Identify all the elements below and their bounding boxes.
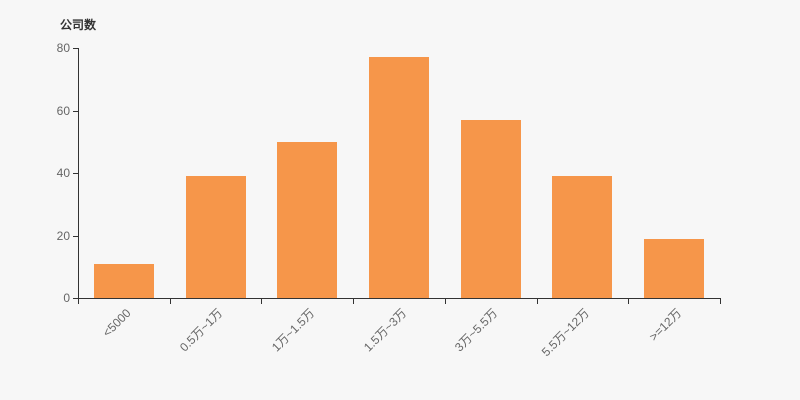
x-axis-tick bbox=[536, 299, 538, 304]
bar bbox=[277, 141, 338, 298]
bar bbox=[460, 119, 521, 298]
x-axis-tick bbox=[444, 299, 446, 304]
x-axis-tick bbox=[261, 299, 263, 304]
y-axis-tick bbox=[73, 235, 78, 237]
bar bbox=[369, 57, 429, 298]
x-tick-label: 3万~5.5万 bbox=[452, 306, 501, 355]
x-tick-label: <5000 bbox=[100, 306, 134, 340]
y-axis-tick bbox=[73, 298, 78, 299]
bar bbox=[644, 238, 705, 298]
y-axis-line bbox=[78, 48, 79, 299]
x-axis-tick bbox=[628, 299, 630, 304]
x-axis-tick bbox=[78, 299, 79, 304]
bar bbox=[185, 176, 246, 298]
y-tick-label: 0 bbox=[63, 291, 70, 305]
x-tick-label: 0.5万~1万 bbox=[177, 306, 226, 355]
y-tick-label: 60 bbox=[56, 103, 70, 118]
x-axis-line bbox=[78, 298, 721, 299]
x-tick-label: >=12万 bbox=[646, 306, 685, 344]
bar bbox=[552, 176, 613, 298]
x-tick-label: 1万~1.5万 bbox=[268, 306, 318, 355]
bar bbox=[93, 263, 154, 298]
y-axis-tick bbox=[73, 48, 78, 49]
x-tick-label: 5.5万~12万 bbox=[539, 306, 593, 360]
y-axis-tick bbox=[73, 110, 78, 112]
y-axis-tick bbox=[73, 173, 78, 174]
x-tick-label: 1.5万~3万 bbox=[360, 306, 409, 355]
x-axis-tick bbox=[169, 299, 171, 304]
x-axis-tick bbox=[720, 299, 721, 304]
y-tick-label: 20 bbox=[56, 228, 70, 243]
y-tick-label: 80 bbox=[56, 41, 70, 55]
y-tick-label: 40 bbox=[56, 166, 70, 180]
x-axis-tick bbox=[353, 299, 355, 304]
y-axis-title: 公司数 bbox=[60, 18, 97, 32]
